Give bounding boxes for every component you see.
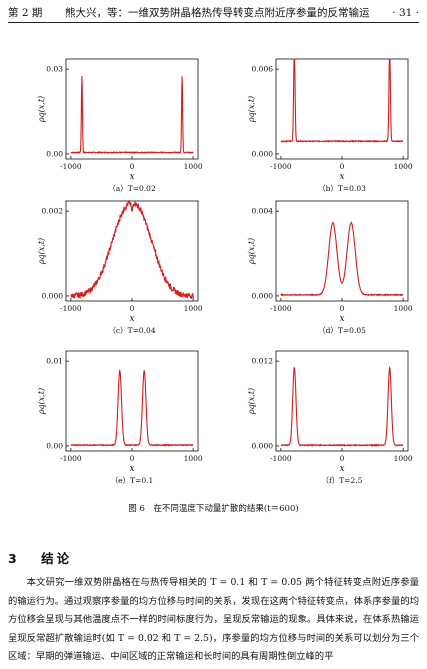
subfigure-caption: （f）T=2.5 — [321, 476, 363, 485]
x-tick-label: -1000 — [270, 162, 292, 171]
y-tick-label: 0.006 — [252, 65, 274, 74]
section-number: 3 — [8, 551, 20, 566]
series-line — [70, 368, 194, 447]
x-tick-label: 1000 — [394, 454, 413, 463]
chart-svg-f: -1000 0 1000 0.000 0.012 x ρq(x,t) — [247, 350, 413, 474]
subfigure-caption: （d）T=0.05 — [318, 326, 366, 335]
figure-caption: 图 6 在不同温度下动量扩散的结果(t＝600) — [128, 504, 299, 514]
plot-frame — [65, 200, 199, 302]
x-tick-label: -1000 — [60, 304, 82, 313]
y-tick-label: 0.002 — [42, 207, 64, 216]
x-axis-label: x — [339, 464, 344, 474]
y-tick-label: 0.000 — [42, 291, 64, 300]
chart-panel-c: -1000 0 1000 0.000 0.002 x ρq(x,t) — [10, 196, 205, 336]
subfigure-caption: （b）T=0.03 — [318, 184, 366, 193]
plot-frame — [65, 58, 199, 160]
chart-panel-d: -1000 0 1000 0.000 0.004 x ρq(x,t) — [220, 196, 415, 336]
x-tick-label: 1000 — [184, 454, 203, 463]
x-tick-label: 1000 — [394, 162, 413, 171]
series-line — [70, 76, 194, 155]
series-line — [280, 221, 404, 297]
x-tick-label: 0 — [340, 454, 345, 463]
chart-svg-a: -1000 0 1000 0.00 0.03 x ρq(x,t) — [37, 58, 203, 182]
x-axis-label: x — [129, 172, 134, 182]
x-tick-label: 0 — [130, 162, 135, 171]
chart-svg-d: -1000 0 1000 0.000 0.004 x ρq(x,t) — [247, 200, 413, 324]
x-tick-label: 0 — [340, 162, 345, 171]
y-axis-label: ρq(x,t) — [37, 96, 46, 123]
chart-panel-e: -1000 0 1000 0.00 0.01 x ρq(x,t) — [10, 346, 205, 486]
series-line — [70, 199, 194, 300]
x-tick-label: 1000 — [184, 304, 203, 313]
section-title: 结论 — [41, 551, 73, 566]
page-header: 第 2 期 熊大兴，等：一维双势阱晶格热传导转变点附近序参量的反常输运 · 31… — [8, 5, 419, 23]
series-line — [280, 365, 404, 447]
figure-6: -1000 0 1000 0.00 0.03 x ρq(x,t) （a）T=0.02 -1000… — [0, 26, 427, 504]
issue-number: 第 2 期 — [8, 7, 43, 19]
y-tick-label: 0.012 — [252, 357, 274, 366]
section-heading: 3 结论 — [8, 548, 72, 567]
y-axis-label: ρq(x,t) — [37, 238, 46, 265]
x-tick-label: -1000 — [60, 454, 82, 463]
y-tick-label: 0.000 — [252, 441, 274, 450]
y-tick-label: 0.01 — [46, 357, 63, 366]
x-axis-label: x — [129, 464, 134, 474]
y-tick-label: 0.00 — [46, 149, 63, 158]
subfigure-caption: （e）T=0.1 — [110, 476, 154, 485]
y-tick-label: 0.000 — [252, 291, 274, 300]
y-tick-label: 0.000 — [252, 149, 274, 158]
subfigure-caption: （a）T=0.02 — [108, 184, 156, 193]
series-line — [280, 58, 404, 144]
paragraph: 本文研究一维双势阱晶格在与热传导相关的 T = 0.1 和 T = 0.05 两… — [8, 577, 419, 663]
x-axis-label: x — [129, 314, 134, 324]
chart-svg-e: -1000 0 1000 0.00 0.01 x ρq(x,t) — [37, 350, 203, 474]
x-tick-label: 0 — [340, 304, 345, 313]
y-tick-label: 0.03 — [46, 65, 63, 74]
x-tick-label: 0 — [130, 454, 135, 463]
y-axis-label: ρq(x,t) — [247, 96, 256, 123]
plot-frame — [275, 200, 409, 302]
y-axis-label: ρq(x,t) — [247, 238, 256, 265]
x-axis-label: x — [339, 172, 344, 182]
chart-panel-b: -1000 0 1000 0.000 0.006 x ρq(x,t) — [220, 54, 415, 194]
x-tick-label: -1000 — [270, 454, 292, 463]
y-tick-label: 0.00 — [46, 441, 63, 450]
plot-frame — [65, 350, 199, 452]
x-tick-label: 0 — [130, 304, 135, 313]
chart-svg-b: -1000 0 1000 0.000 0.006 x ρq(x,t) — [247, 58, 413, 182]
subfigure-caption: （c）T=0.04 — [108, 326, 156, 335]
chart-panel-f: -1000 0 1000 0.000 0.012 x ρq(x,t) — [220, 346, 415, 486]
x-tick-label: -1000 — [270, 304, 292, 313]
page-number: · 31 · — [392, 6, 419, 19]
y-axis-label: ρq(x,t) — [247, 388, 256, 415]
running-title: 熊大兴，等：一维双势阱晶格热传导转变点附近序参量的反常输运 — [65, 7, 370, 19]
x-tick-label: 1000 — [184, 162, 203, 171]
x-axis-label: x — [339, 314, 344, 324]
body-text: 本文研究一维双势阱晶格在与热传导相关的 T = 0.1 和 T = 0.05 两… — [8, 574, 419, 667]
chart-panel-a: -1000 0 1000 0.00 0.03 x ρq(x,t) — [10, 54, 205, 194]
y-axis-label: ρq(x,t) — [37, 388, 46, 415]
x-tick-label: 1000 — [394, 304, 413, 313]
chart-svg-c: -1000 0 1000 0.000 0.002 x ρq(x,t) — [37, 199, 203, 324]
x-tick-label: -1000 — [60, 162, 82, 171]
y-tick-label: 0.004 — [252, 207, 274, 216]
